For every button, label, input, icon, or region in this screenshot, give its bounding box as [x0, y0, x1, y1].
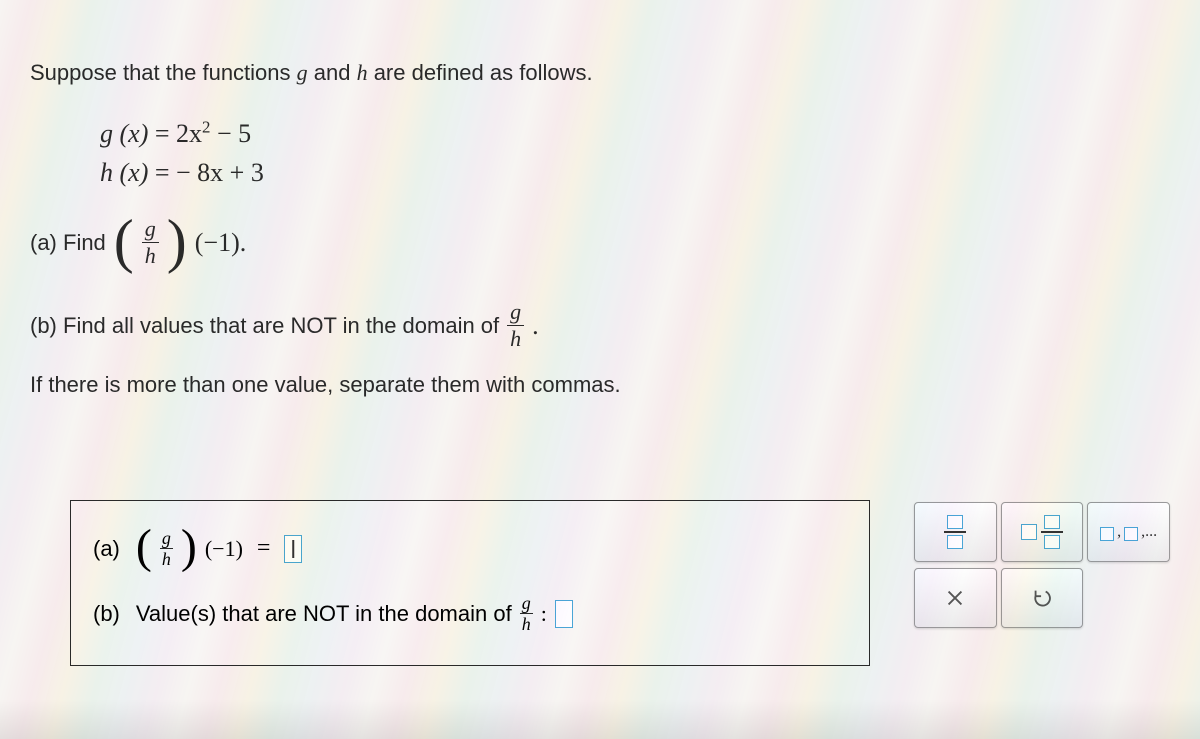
tool-mixed-fraction-button[interactable]: [1001, 502, 1084, 562]
qb-frac-num: g: [507, 301, 524, 326]
ans-a-fraction: g h: [160, 529, 173, 568]
ans-a-eq: =: [257, 535, 271, 562]
note-text: If there is more than one value, separat…: [30, 372, 1170, 398]
qa-label: (a) Find: [30, 230, 106, 256]
tool-list-button[interactable]: ,,...: [1087, 502, 1170, 562]
ans-b-fraction: g h: [520, 594, 533, 633]
qa-arg: (−1).: [195, 228, 246, 258]
list-icon: ,,...: [1100, 523, 1157, 541]
fraction-icon: [944, 515, 966, 549]
list-ell: ,...: [1141, 523, 1157, 541]
ans-a-arg: (−1): [205, 536, 243, 562]
answer-a-label: (a): [93, 536, 120, 562]
qb-frac-den: h: [507, 326, 524, 350]
g-tail: − 5: [210, 119, 251, 148]
undo-icon: [1031, 587, 1053, 609]
answer-a-input[interactable]: [284, 535, 302, 563]
g-rhs: = 2x: [148, 119, 202, 148]
ans-a-den: h: [160, 549, 173, 568]
mixed-fraction-icon: [1021, 515, 1063, 549]
answer-a-row: (a) ( g h ) (−1) =: [93, 529, 847, 568]
qb-suffix: .: [532, 311, 539, 341]
intro-mid: and: [308, 60, 357, 85]
ans-b-colon: :: [541, 601, 547, 627]
tool-fraction-button[interactable]: [914, 502, 997, 562]
intro-h: h: [357, 60, 368, 85]
h-lhs: h (x): [100, 158, 148, 187]
answer-b-input[interactable]: [555, 600, 573, 628]
qa-frac-den: h: [142, 243, 159, 267]
ans-b-num: g: [520, 594, 533, 614]
qb-prefix: (b) Find all values that are NOT in the …: [30, 313, 499, 339]
tool-undo-button[interactable]: [1001, 568, 1084, 628]
list-sep-1: ,: [1117, 523, 1121, 541]
problem-intro: Suppose that the functions g and h are d…: [30, 60, 1170, 86]
close-icon: [944, 587, 966, 609]
definition-h: h (x) = − 8x + 3: [100, 153, 1170, 192]
tool-palette: ,,...: [914, 502, 1170, 634]
question-b: (b) Find all values that are NOT in the …: [30, 301, 1170, 350]
intro-prefix: Suppose that the functions: [30, 60, 297, 85]
answer-b-label: (b): [93, 601, 120, 627]
h-rhs: = − 8x + 3: [148, 158, 264, 187]
question-a: (a) Find ( g h ) (−1).: [30, 218, 1170, 267]
g-lhs: g (x): [100, 119, 148, 148]
qa-fraction: g h: [142, 218, 159, 267]
answer-b-text: Value(s) that are NOT in the domain of: [136, 601, 512, 627]
intro-suffix: are defined as follows.: [368, 60, 593, 85]
intro-g: g: [297, 60, 308, 85]
answer-b-row: (b) Value(s) that are NOT in the domain …: [93, 594, 847, 633]
ans-b-den: h: [520, 614, 533, 633]
tool-clear-button[interactable]: [914, 568, 997, 628]
qb-fraction: g h: [507, 301, 524, 350]
qa-frac-num: g: [142, 218, 159, 243]
answer-box: (a) ( g h ) (−1) = (b) Value(s) that are…: [70, 500, 870, 666]
definition-g: g (x) = 2x2 − 5: [100, 114, 1170, 153]
ans-a-num: g: [160, 529, 173, 549]
